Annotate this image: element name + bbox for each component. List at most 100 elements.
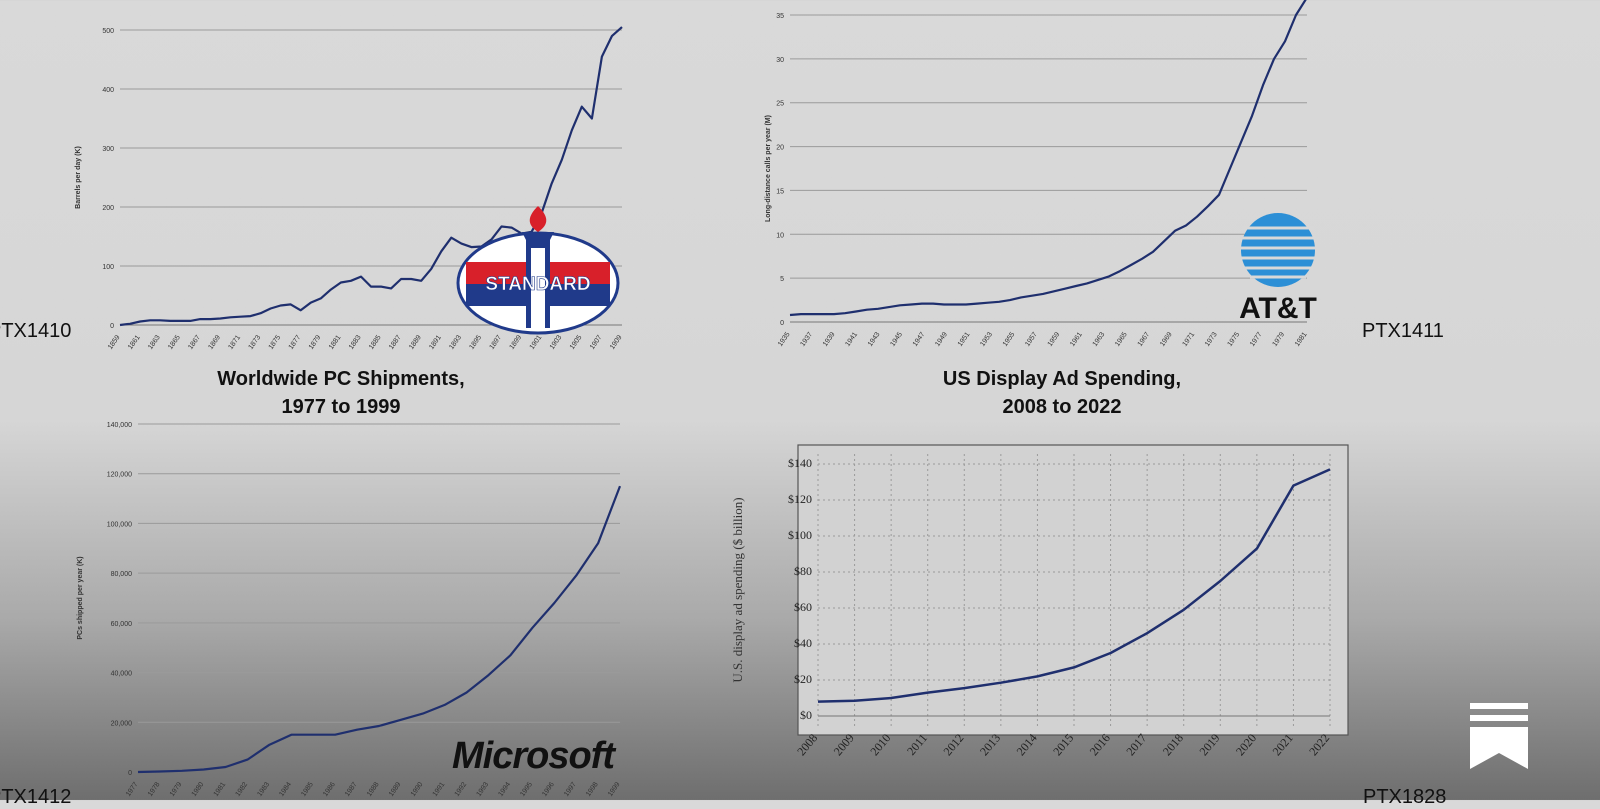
x-tick-label: 1899 [509,334,524,351]
y-tick-label: 5 [780,276,784,283]
x-tick-label: 1895 [468,334,483,351]
x-tick-label: 1998 [585,781,600,798]
x-tick-label: 1983 [256,781,271,798]
x-tick-label: 1949 [934,331,949,348]
y-tick-label: $80 [794,564,812,578]
x-tick-label: 1905 [569,334,584,351]
x-tick-label: 1877 [288,334,303,351]
x-tick-label: 1901 [529,334,544,351]
x-tick-label: 1891 [428,334,443,351]
x-tick-label: 1959 [1047,331,1062,348]
x-tick-label: 1885 [368,334,383,351]
chart-title-line: Worldwide PC Shipments, [217,368,465,390]
y-tick-label: 120,000 [107,472,132,479]
x-tick-label: 1951 [957,331,972,348]
chart-title-ad-spending: US Display Ad Spending, 2008 to 2022 [852,365,1272,421]
y-tick-label: 400 [102,87,114,94]
y-tick-label: 100 [102,264,114,271]
y-tick-label: 40,000 [111,671,133,678]
x-tick-label: 1988 [366,781,381,798]
exhibit-label-ptx1410: PTX1410 [0,320,72,342]
y-tick-label: 0 [780,320,784,327]
x-tick-label: 1996 [541,781,556,798]
x-tick-label: 1982 [235,781,250,798]
x-tick-label: 1991 [432,781,447,798]
x-tick-label: 1981 [1294,331,1309,348]
x-tick-label: 1981 [213,781,228,798]
x-tick-label: 1989 [388,781,403,798]
y-tick-label: $140 [788,456,812,470]
x-tick-label: 1987 [344,781,359,798]
x-tick-label: 1995 [519,781,534,798]
x-tick-label: 1984 [278,781,293,798]
x-tick-label: 1969 [1159,331,1174,348]
bookmark-icon[interactable] [1470,703,1528,769]
x-tick-label: 1873 [248,334,263,351]
y-tick-label: 35 [776,13,784,20]
y-tick-label: 60,000 [111,621,133,628]
exhibit-label-ptx1411: PTX1411 [1362,320,1444,342]
y-tick-label: $20 [794,672,812,686]
x-tick-label: 1859 [107,334,122,351]
x-tick-label: 1889 [408,334,423,351]
x-tick-label: 1979 [1271,331,1286,348]
y-tick-label: $60 [794,600,812,614]
x-tick-label: 1945 [889,331,904,348]
x-tick-label: 1907 [589,334,604,351]
x-tick-label: 1937 [799,331,814,348]
y-axis-label: Long-distance calls per year (M) [765,115,772,222]
x-tick-label: 1943 [867,331,882,348]
series-line [817,468,1331,703]
x-tick-label: 1967 [1137,331,1152,348]
x-tick-label: 1961 [1069,331,1084,348]
chart-title-line: 1977 to 1999 [281,396,401,418]
x-tick-label: 1863 [147,334,162,351]
x-tick-label: 1867 [187,334,202,351]
series-line [137,485,622,774]
y-tick-label: 100,000 [107,521,132,528]
y-tick-label: 300 [102,146,114,153]
x-tick-label: 1939 [822,331,837,348]
x-tick-label: 1883 [348,334,363,351]
x-tick-label: 1994 [497,781,512,798]
y-tick-label: $100 [788,528,812,542]
x-tick-label: 1869 [207,334,222,351]
chart-title-line: US Display Ad Spending, [942,368,1182,390]
x-tick-label: 1977 [1249,331,1264,348]
x-tick-label: 1978 [147,781,162,798]
att-logo-text: AT&T [1239,292,1317,325]
x-tick-label: 1990 [410,781,425,798]
y-tick-label: $120 [788,492,812,506]
x-tick-label: 1879 [308,334,323,351]
y-axis-label: Barrels per day (K) [75,146,82,209]
y-tick-label: 0 [110,323,114,330]
y-tick-label: 0 [128,770,132,777]
y-axis-label: U.S. display ad spending ($ billion) [730,497,745,682]
y-tick-label: 15 [776,188,784,195]
x-tick-label: 1941 [844,331,859,348]
x-tick-label: 1965 [1114,331,1129,348]
standard-logo-text: STANDARD [485,274,590,295]
x-tick-label: 1947 [912,331,927,348]
x-tick-label: 1963 [1092,331,1107,348]
y-tick-label: 25 [776,101,784,108]
x-tick-label: 1992 [454,781,469,798]
x-tick-label: 1975 [1227,331,1242,348]
y-tick-label: 80,000 [111,571,133,578]
x-tick-label: 1955 [1002,331,1017,348]
y-axis-label: PCs shipped per year (K) [77,556,84,639]
x-tick-label: 1861 [127,334,142,351]
y-tick-label: 10 [776,232,784,239]
x-tick-label: 1980 [191,781,206,798]
x-tick-label: 1897 [488,334,503,351]
x-tick-label: 1875 [268,334,283,351]
y-tick-label: 20 [776,145,784,152]
y-tick-label: 140,000 [107,422,132,429]
ad-spending-plot-frame [797,444,1349,736]
standard-oil-logo: STANDARD [456,206,620,335]
x-tick-label: 1993 [476,781,491,798]
x-tick-label: 1881 [328,334,343,351]
chart-title-line: 2008 to 2022 [1002,396,1122,418]
x-tick-label: 1977 [125,781,140,798]
